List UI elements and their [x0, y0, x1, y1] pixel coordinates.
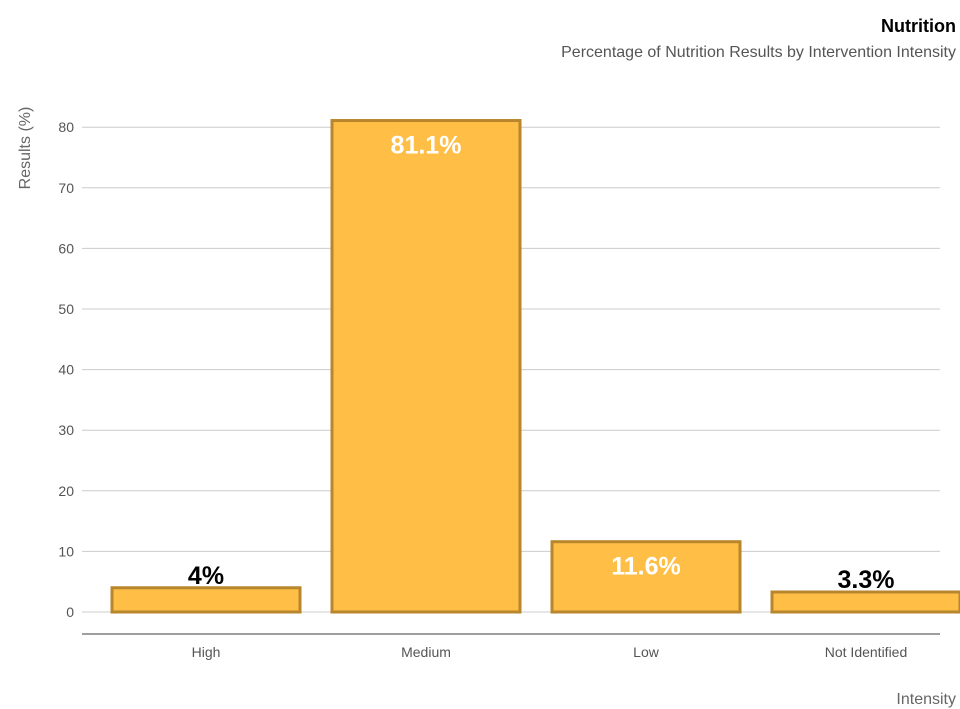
chart-title: Nutrition: [881, 16, 956, 36]
data-label: 81.1%: [391, 132, 462, 160]
y-axis-title: Results (%): [17, 107, 34, 190]
y-tick-label: 40: [58, 362, 74, 378]
y-tick-label: 50: [58, 301, 74, 317]
bars: [110, 119, 960, 614]
bar: [330, 119, 522, 614]
bar: [550, 540, 742, 614]
x-tick-labels: High Medium Low Not Identified: [192, 644, 908, 660]
y-tick-label: 80: [58, 119, 74, 135]
x-tick-label: High: [192, 644, 221, 660]
data-label: 11.6%: [611, 553, 681, 581]
y-tick-label: 20: [58, 483, 74, 499]
chart-subtitle: Percentage of Nutrition Results by Inter…: [561, 44, 956, 61]
y-tick-label: 60: [58, 240, 74, 256]
y-tick-label: 0: [66, 604, 74, 620]
x-axis-title: Intensity: [896, 691, 956, 708]
bar: [110, 586, 302, 614]
data-label: 4%: [188, 562, 224, 590]
y-tick-label: 10: [58, 543, 74, 559]
x-tick-label: Medium: [401, 644, 451, 660]
x-tick-label: Low: [633, 644, 660, 660]
y-tick-label: 30: [58, 422, 74, 438]
data-labels: 4% 81.1% 11.6% 3.3%: [188, 132, 895, 594]
y-tick-labels: 0 10 20 30 40 50 60 70 80: [58, 119, 74, 620]
data-label: 3.3%: [838, 566, 895, 594]
bar: [770, 590, 960, 614]
y-tick-label: 70: [58, 180, 74, 196]
x-tick-label: Not Identified: [825, 644, 908, 660]
